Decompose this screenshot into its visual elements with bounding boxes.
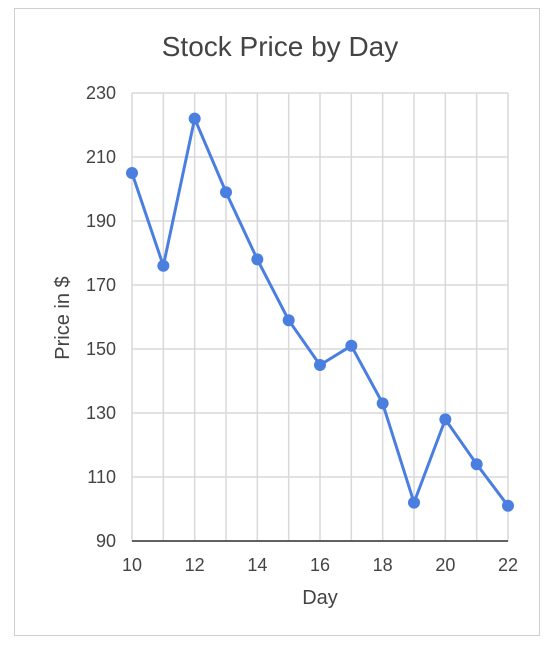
data-point xyxy=(470,458,483,471)
data-point xyxy=(282,314,295,327)
x-tick-label: 16 xyxy=(310,555,330,575)
data-points xyxy=(126,112,514,512)
y-tick-label: 90 xyxy=(96,531,116,551)
data-point xyxy=(251,253,264,266)
x-tick-labels: 10 12 14 16 18 20 22 xyxy=(122,555,518,575)
x-axis-label: Day xyxy=(302,587,338,609)
y-tick-label: 150 xyxy=(86,339,116,359)
data-point xyxy=(220,186,232,199)
data-point xyxy=(188,112,201,125)
y-tick-label: 130 xyxy=(86,403,116,423)
y-tick-label: 210 xyxy=(86,147,116,167)
x-tick-label: 22 xyxy=(498,555,518,575)
data-point xyxy=(126,167,138,179)
data-point xyxy=(345,339,358,352)
data-point xyxy=(502,499,514,512)
x-tick-label: 10 xyxy=(122,555,142,575)
y-tick-label: 190 xyxy=(86,211,116,231)
x-tick-label: 18 xyxy=(373,555,393,575)
x-tick-label: 20 xyxy=(435,555,455,575)
y-tick-label: 170 xyxy=(86,275,116,295)
y-tick-label: 230 xyxy=(86,83,116,103)
data-point xyxy=(314,359,326,371)
data-point xyxy=(439,413,452,426)
x-tick-label: 14 xyxy=(247,555,267,575)
y-axis-label: Price in $ xyxy=(52,276,74,359)
grid-lines xyxy=(131,92,509,542)
chart-frame xyxy=(14,8,540,636)
y-tick-labels: 90 110 130 150 170 190 210 230 xyxy=(86,83,116,551)
data-point xyxy=(408,496,420,509)
y-tick-label: 110 xyxy=(87,467,116,487)
data-point xyxy=(157,259,170,272)
x-tick-label: 12 xyxy=(185,555,205,575)
chart-title: Stock Price by Day xyxy=(162,31,399,62)
data-point xyxy=(376,397,389,410)
